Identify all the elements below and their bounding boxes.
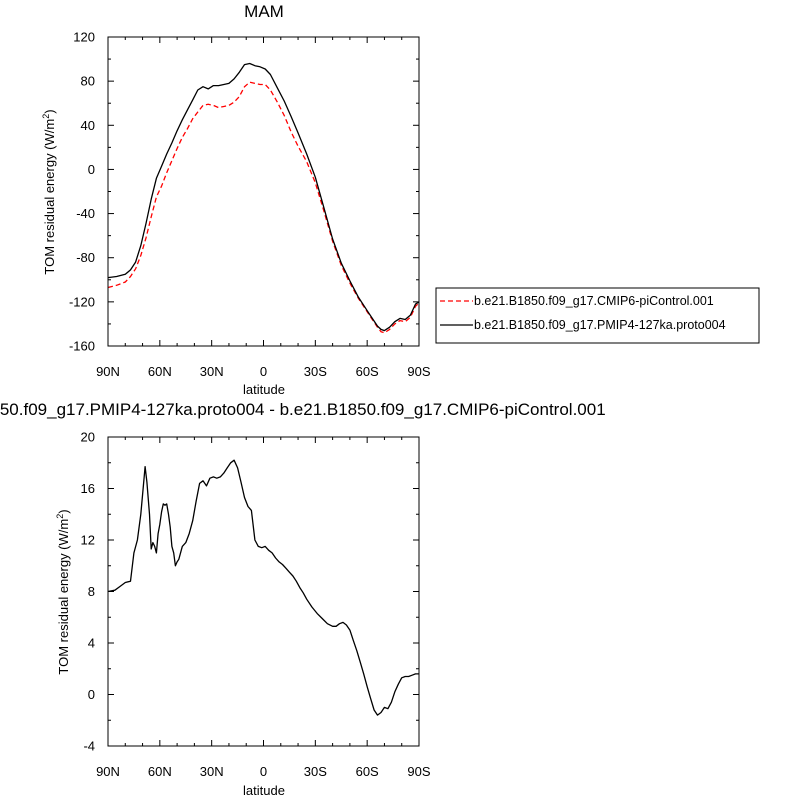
- bottom-xtick-label: 30N: [200, 764, 224, 779]
- bottom-chart-title: b.e21.B1850.f09_g17.PMIP4-127ka.proto004…: [0, 400, 606, 419]
- bottom-xtick-label: 60N: [148, 764, 172, 779]
- bottom-chart: b.e21.B1850.f09_g17.PMIP4-127ka.proto004…: [0, 400, 606, 798]
- top-ytick-label: -40: [76, 206, 95, 221]
- top-xtick-label: 0: [260, 364, 267, 379]
- legend: b.e21.B1850.f09_g17.CMIP6-piControl.001 …: [435, 287, 760, 344]
- top-xtick-label: 90S: [407, 364, 430, 379]
- bottom-series-lines: [107, 459, 419, 716]
- bottom-series-line-0: [107, 459, 419, 716]
- bottom-xtick-label: 90N: [96, 764, 120, 779]
- bottom-ytick-label: 20: [81, 430, 95, 445]
- bottom-ytick-label: 0: [88, 687, 95, 702]
- legend-box: [435, 287, 760, 344]
- top-xtick-label: 30S: [304, 364, 327, 379]
- top-chart-xlabel: latitude: [243, 382, 285, 397]
- top-chart-title: MAM: [244, 2, 284, 21]
- bottom-plot-frame: [107, 436, 420, 747]
- top-ytick-label: 120: [73, 30, 95, 45]
- top-xtick-label: 60S: [356, 364, 379, 379]
- top-plot-frame: [107, 36, 420, 347]
- top-ytick-label: -120: [69, 294, 95, 309]
- top-xtick-label: 90N: [96, 364, 120, 379]
- bottom-ytick-label: 8: [88, 584, 95, 599]
- bottom-xtick-label: 0: [260, 764, 267, 779]
- top-xtick-label: 30N: [200, 364, 224, 379]
- bottom-xtick-label: 90S: [407, 764, 430, 779]
- bottom-ytick-label: 4: [88, 636, 95, 651]
- top-ytick-label: 0: [88, 162, 95, 177]
- bottom-ytick-label: 12: [81, 533, 95, 548]
- bottom-chart-ylabel: TOM residual energy (W/m2): [55, 509, 71, 674]
- legend-label-127ka: b.e21.B1850.f09_g17.PMIP4-127ka.proto004: [474, 318, 726, 332]
- top-xtick-label: 60N: [148, 364, 172, 379]
- top-ytick-label: 80: [81, 74, 95, 89]
- top-series-line-0: [107, 81, 420, 334]
- bottom-ytick-label: -4: [83, 739, 95, 754]
- top-ytick-label: -160: [69, 339, 95, 354]
- legend-label-picontrol: b.e21.B1850.f09_g17.CMIP6-piControl.001: [474, 294, 714, 308]
- bottom-xtick-label: 60S: [356, 764, 379, 779]
- top-chart-ylabel: TOM residual energy (W/m2): [41, 109, 57, 274]
- bottom-ytick-label: 16: [81, 481, 95, 496]
- top-ytick-label: 40: [81, 118, 95, 133]
- top-chart: MAM TOM residual energy (W/m2) latitude …: [41, 2, 431, 397]
- bottom-xtick-label: 30S: [304, 764, 327, 779]
- top-series-lines: [107, 62, 420, 334]
- top-ytick-label: -80: [76, 250, 95, 265]
- bottom-chart-xlabel: latitude: [243, 783, 285, 798]
- top-series-line-1: [107, 62, 420, 332]
